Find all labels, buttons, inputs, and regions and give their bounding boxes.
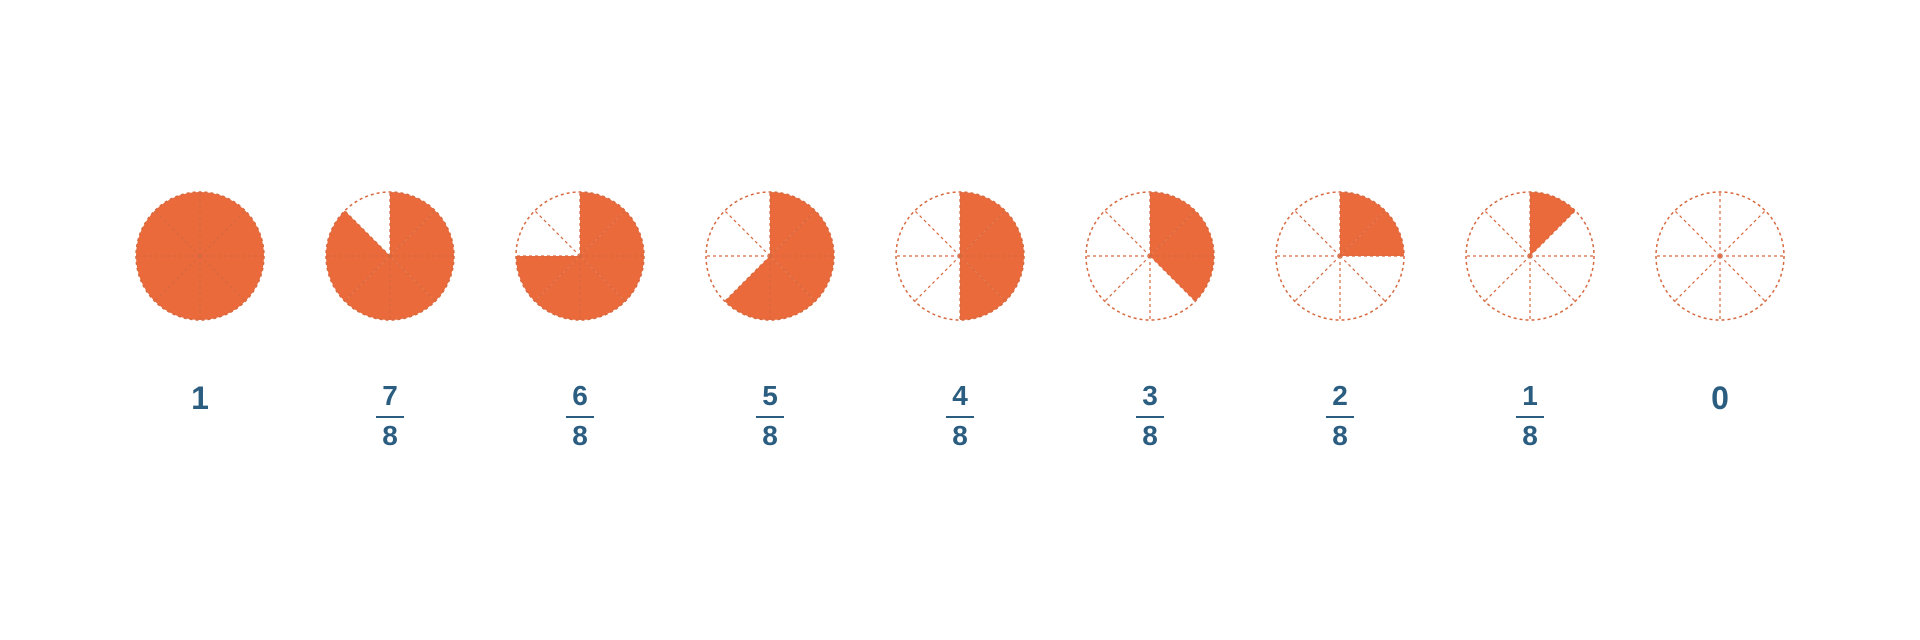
fraction-pie xyxy=(1084,190,1216,322)
fraction-numerator: 4 xyxy=(952,382,968,414)
fraction-bar xyxy=(1326,416,1354,418)
fraction-denominator: 8 xyxy=(1142,422,1158,450)
fraction-pie-row: 1786858483828180 xyxy=(0,0,1920,450)
fraction-denominator: 8 xyxy=(572,422,588,450)
fraction-item: 78 xyxy=(324,190,456,450)
fraction-item: 48 xyxy=(894,190,1026,450)
fraction-label: 18 xyxy=(1516,382,1544,450)
fraction-label: 68 xyxy=(566,382,594,450)
fraction-numerator: 3 xyxy=(1142,382,1158,414)
fraction-bar xyxy=(376,416,404,418)
fraction-pie xyxy=(1654,190,1786,322)
fraction-label: 38 xyxy=(1136,382,1164,450)
fraction-denominator: 8 xyxy=(762,422,778,450)
fraction-item: 68 xyxy=(514,190,646,450)
fraction-item: 28 xyxy=(1274,190,1406,450)
fraction-bar xyxy=(946,416,974,418)
fraction-numerator: 1 xyxy=(1522,382,1538,414)
fraction-bar xyxy=(1136,416,1164,418)
fraction-pie xyxy=(514,190,646,322)
fraction-denominator: 8 xyxy=(382,422,398,450)
fraction-pie xyxy=(1274,190,1406,322)
fraction-label: 48 xyxy=(946,382,974,450)
fraction-item: 58 xyxy=(704,190,836,450)
fraction-denominator: 8 xyxy=(952,422,968,450)
fraction-bar xyxy=(756,416,784,418)
fraction-item: 18 xyxy=(1464,190,1596,450)
fraction-pie xyxy=(894,190,1026,322)
fraction-pie xyxy=(1464,190,1596,322)
fraction-pie xyxy=(134,190,266,322)
fraction-denominator: 8 xyxy=(1522,422,1538,450)
fraction-pie xyxy=(704,190,836,322)
fraction-denominator: 8 xyxy=(1332,422,1348,450)
fraction-numerator: 2 xyxy=(1332,382,1348,414)
fraction-numerator: 7 xyxy=(382,382,398,414)
fraction-item: 0 xyxy=(1654,190,1786,414)
fraction-label: 58 xyxy=(756,382,784,450)
fraction-numerator: 5 xyxy=(762,382,778,414)
fraction-item: 1 xyxy=(134,190,266,414)
fraction-pie xyxy=(324,190,456,322)
fraction-numerator: 6 xyxy=(572,382,588,414)
fraction-label: 28 xyxy=(1326,382,1354,450)
fraction-label: 78 xyxy=(376,382,404,450)
fraction-label-whole: 1 xyxy=(191,382,209,414)
fraction-bar xyxy=(566,416,594,418)
fraction-label-whole: 0 xyxy=(1711,382,1729,414)
fraction-bar xyxy=(1516,416,1544,418)
fraction-item: 38 xyxy=(1084,190,1216,450)
